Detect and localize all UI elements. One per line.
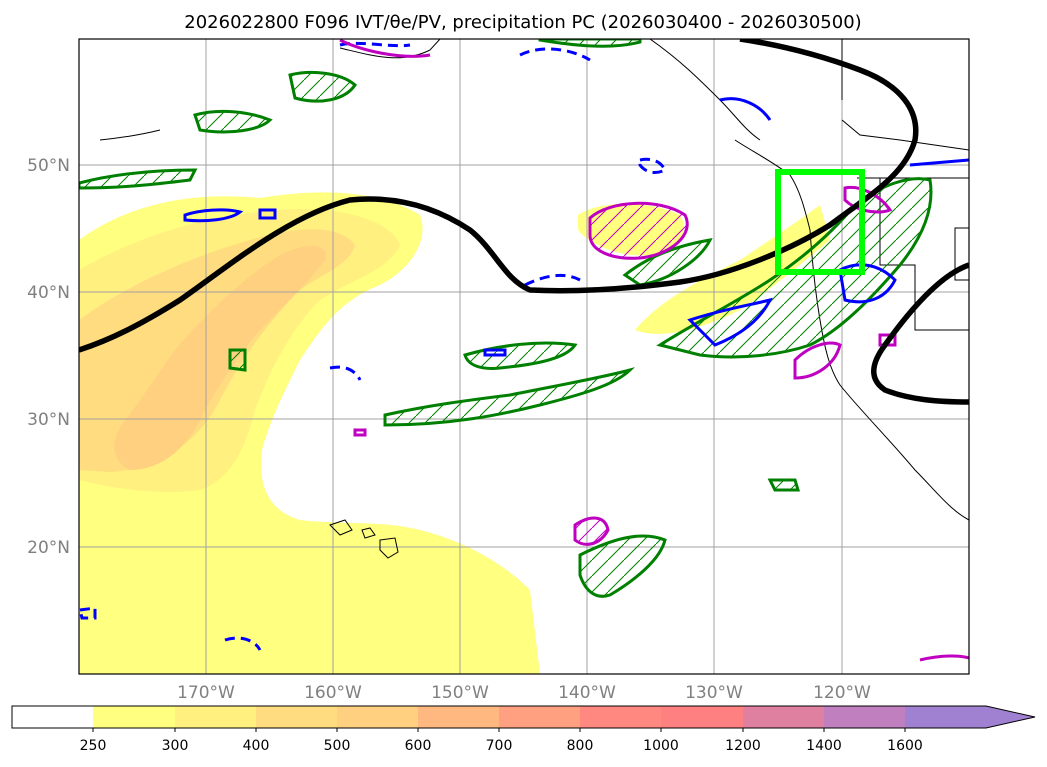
cb-seg-6 [499, 706, 580, 728]
lon-label-120w: 120°W [813, 683, 871, 703]
lon-label-160w: 160°W [304, 683, 362, 703]
theta-e-contours [79, 39, 969, 405]
theta-e-main-contour [79, 39, 919, 353]
map-panel [78, 38, 970, 675]
cb-label-300: 300 [162, 738, 189, 754]
ivt-500-region [114, 245, 326, 470]
cb-seg-8 [661, 706, 743, 728]
cb-seg-7 [580, 706, 661, 728]
cb-label-1200: 1200 [725, 738, 761, 754]
cb-label-600: 600 [405, 738, 432, 754]
longitude-labels: 170°W 160°W 150°W 140°W 130°W 120°W [177, 683, 871, 703]
cb-seg-3 [256, 706, 337, 728]
latitude-labels: 50°N 40°N 30°N 20°N [27, 156, 70, 558]
cb-seg-9 [743, 706, 824, 728]
cb-seg-0 [12, 706, 93, 728]
lon-label-150w: 150°W [431, 683, 489, 703]
cb-seg-1 [93, 706, 175, 728]
theta-e-east-contour [871, 262, 969, 405]
cb-seg-10 [824, 706, 905, 728]
map-layers [79, 39, 969, 674]
cb-label-400: 400 [243, 738, 270, 754]
lon-label-170w: 170°W [177, 683, 235, 703]
colorbar: 250 300 400 500 600 700 800 1000 1200 14… [11, 705, 1036, 754]
map-frame [78, 38, 970, 675]
cb-label-250: 250 [80, 738, 107, 754]
cb-seg-5 [418, 706, 499, 728]
cb-label-1600: 1600 [887, 738, 923, 754]
lon-label-140w: 140°W [558, 683, 616, 703]
cb-label-700: 700 [486, 738, 513, 754]
cb-label-500: 500 [324, 738, 351, 754]
cb-seg-2 [175, 706, 256, 728]
lat-label-50n: 50°N [27, 156, 70, 176]
lat-label-40n: 40°N [27, 283, 70, 303]
cb-ticks [92, 728, 906, 732]
cb-outline [11, 705, 1036, 729]
lat-label-30n: 30°N [27, 410, 70, 430]
lat-label-20n: 20°N [27, 538, 70, 558]
cb-seg-4 [337, 706, 418, 728]
cb-extend-arrow [905, 706, 1035, 728]
figure-title: 2026022800 F096 IVT/θe/PV, precipitation… [184, 12, 861, 33]
pv-high-contours [339, 39, 969, 662]
lon-label-130w: 130°W [685, 683, 743, 703]
cb-label-1400: 1400 [806, 738, 842, 754]
highlight-box [775, 169, 865, 275]
cb-label-1000: 1000 [643, 738, 679, 754]
cb-label-800: 800 [567, 738, 594, 754]
